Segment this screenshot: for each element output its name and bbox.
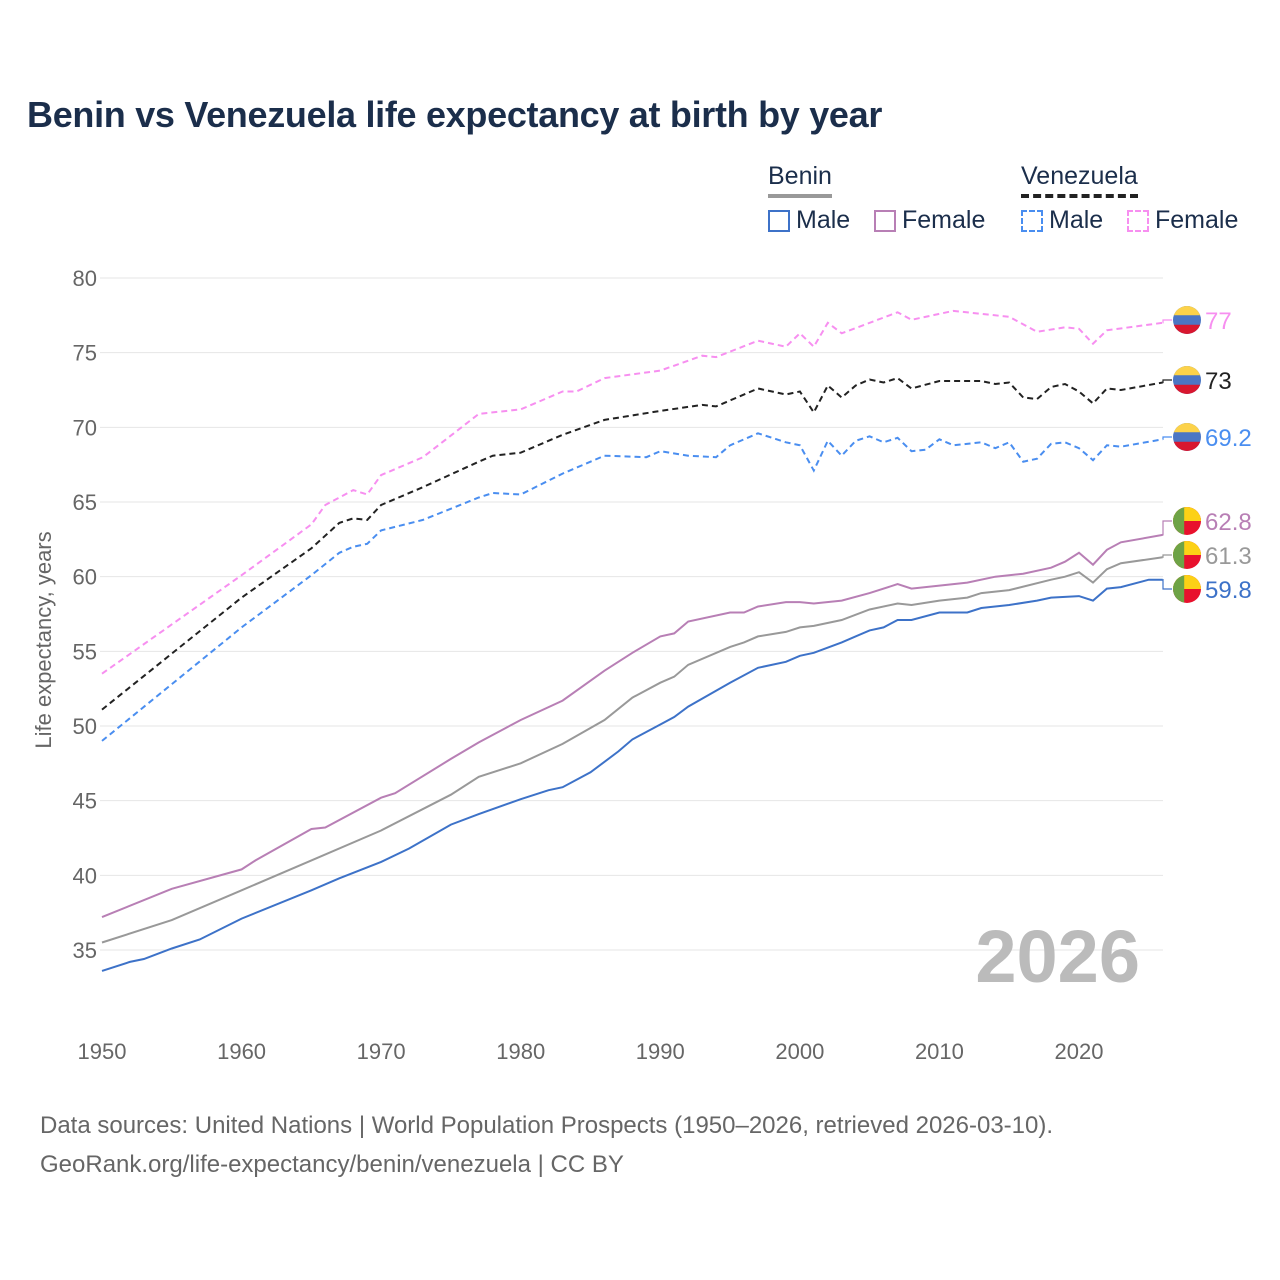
legend-benin-heading: Benin (768, 162, 832, 198)
legend-label: Female (902, 206, 986, 234)
source-line-1: Data sources: United Nations | World Pop… (40, 1112, 1054, 1139)
end-value-label: 69.2 (1205, 425, 1252, 452)
series-line-venezuela-male (101, 432, 1163, 742)
y-tick-label: 40 (73, 863, 97, 888)
flag-yellow (1173, 423, 1201, 433)
legend-label: Female (1155, 206, 1239, 234)
flag-green (1173, 541, 1185, 569)
label-connector (1162, 436, 1172, 440)
end-value-label: 62.8 (1205, 509, 1252, 536)
flag-green (1173, 507, 1185, 535)
benin-male-swatch (768, 209, 790, 232)
y-axis-label: Life expectancy, years (31, 531, 56, 748)
legend-venezuela: Venezuela Male Female (1021, 162, 1238, 234)
end-value-label: 77 (1205, 308, 1232, 335)
y-tick-label: 45 (73, 789, 97, 814)
y-tick-label: 60 (73, 565, 97, 590)
x-tick-label: 2000 (775, 1039, 824, 1064)
legend-label: Male (1049, 206, 1104, 234)
label-connector (1162, 554, 1172, 558)
end-value-label: 61.3 (1205, 543, 1252, 570)
y-tick-label: 55 (73, 639, 97, 664)
series-line-benin (101, 556, 1163, 944)
flag-green (1173, 575, 1185, 603)
flag-red (1173, 324, 1201, 334)
legend-label: Male (796, 206, 851, 234)
x-tick-label: 2020 (1055, 1039, 1104, 1064)
series-line-venezuela-female (101, 309, 1163, 675)
x-tick-label: 1970 (357, 1039, 406, 1064)
end-value-label: 59.8 (1205, 577, 1252, 604)
flag-red (1173, 441, 1201, 451)
legend-venezuela-female[interactable]: Female (1127, 206, 1238, 235)
series-line-benin-female (101, 533, 1163, 919)
source-note: Data sources: United Nations | World Pop… (40, 1106, 1053, 1184)
y-tick-label: 50 (73, 714, 97, 739)
y-tick-label: 65 (73, 490, 97, 515)
flag-red (1173, 384, 1201, 394)
benin-flag-icon (1173, 541, 1201, 569)
x-tick-label: 2010 (915, 1039, 964, 1064)
venezuela-male-swatch (1021, 209, 1043, 232)
end-value-label: 73 (1205, 368, 1232, 395)
y-tick-label: 35 (73, 938, 97, 963)
x-tick-label: 1950 (78, 1039, 127, 1064)
label-connector (1162, 379, 1172, 384)
benin-flag-icon (1173, 507, 1201, 535)
legend-venezuela-heading: Venezuela (1021, 162, 1138, 198)
year-watermark: 2026 (975, 915, 1140, 998)
legend-venezuela-male[interactable]: Male (1021, 206, 1103, 235)
flag-yellow (1173, 366, 1201, 376)
benin-flag-icon (1173, 575, 1201, 603)
y-tick-label: 80 (73, 266, 97, 291)
venezuela-female-swatch (1127, 209, 1149, 232)
label-connector (1162, 579, 1172, 590)
y-tick-label: 70 (73, 415, 97, 440)
x-tick-label: 1990 (636, 1039, 685, 1064)
venezuela-flag-icon (1173, 366, 1201, 394)
series-line-benin-male (101, 578, 1163, 972)
venezuela-flag-icon (1173, 306, 1201, 334)
benin-female-swatch (874, 209, 896, 232)
y-tick-label: 75 (73, 341, 97, 366)
label-connector (1162, 319, 1172, 324)
flag-yellow (1173, 306, 1201, 316)
label-connector (1162, 520, 1172, 536)
series-line-venezuela (101, 376, 1163, 711)
chart-title: Benin vs Venezuela life expectancy at bi… (27, 94, 883, 135)
legend-benin: Benin Male Female (768, 162, 985, 234)
x-tick-label: 1960 (217, 1039, 266, 1064)
legend-benin-male[interactable]: Male (768, 206, 850, 235)
source-line-2[interactable]: GeoRank.org/life-expectancy/benin/venezu… (40, 1151, 624, 1178)
legend-benin-female[interactable]: Female (874, 206, 985, 235)
x-tick-label: 1980 (496, 1039, 545, 1064)
venezuela-flag-icon (1173, 423, 1201, 451)
